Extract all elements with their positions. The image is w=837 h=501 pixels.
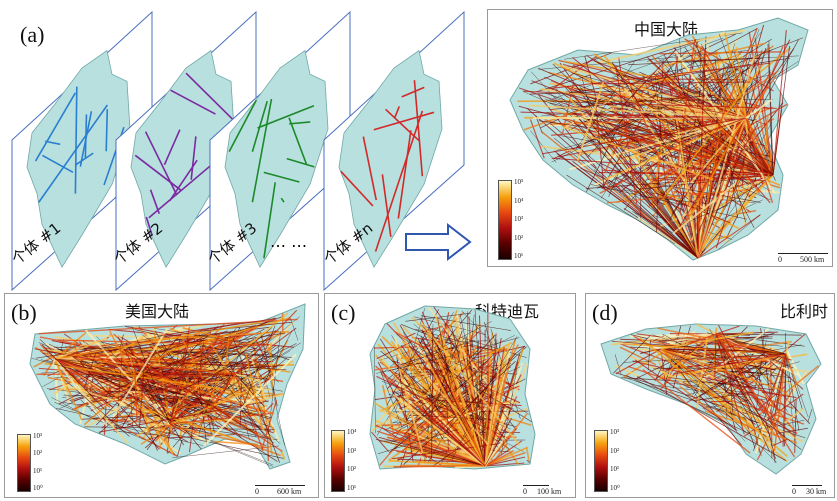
legend-tick: 10³ [610, 428, 620, 436]
ivory-coast-legend-bar [331, 430, 345, 492]
ivory-coast-scalebar: 0 100 km [523, 485, 562, 496]
china-map [509, 17, 809, 261]
individual-slices [11, 10, 465, 292]
legend-tick: 10¹ [610, 465, 620, 474]
belgium-map [600, 323, 822, 475]
legend-tick: 10² [610, 446, 620, 455]
belgium-title: 比利时 [780, 302, 829, 321]
usa-scalebar: 0 600 km [255, 476, 315, 496]
china-legend-ticks: 10⁵ 10⁴ 10³ 10² 10¹ [514, 178, 523, 260]
belgium-scalebar: 0 30 km [792, 485, 827, 496]
legend-tick: 10¹ [33, 466, 43, 475]
belgium-legend-bar [594, 430, 608, 492]
china-legend-bar [498, 180, 512, 260]
ivory-coast-map [369, 305, 536, 470]
china-scalebar: 0 500 km [778, 244, 830, 264]
panel-c-label: (c) [331, 300, 356, 325]
legend-tick: 10³ [347, 446, 357, 455]
legend-tick: 10³ [514, 215, 524, 223]
legend-tick: 10⁰ [610, 483, 620, 492]
usa-legend-ticks: 10³ 10² 10¹ 10⁰ [33, 432, 43, 492]
china-title: 中国大陆 [634, 20, 699, 39]
panel-b-label: (b) [11, 300, 37, 325]
belgium-legend-ticks: 10³ 10² 10¹ 10⁰ [610, 428, 620, 492]
panel-d-label: (d) [592, 300, 618, 325]
legend-tick: 10⁵ [514, 178, 524, 186]
usa-map [29, 303, 306, 470]
usa-title: 美国大陆 [125, 302, 190, 321]
panel-belgium: (d) 比利时 10³ 10² 10¹ 10⁰ 0 30 km [585, 293, 835, 498]
legend-tick: 10² [33, 449, 43, 458]
legend-tick: 10⁴ [347, 428, 357, 436]
panel-china: 中国大陆 10⁵ 10⁴ 10³ 10² 10¹ 0 500 km [487, 9, 833, 267]
slice-ellipsis: … … [270, 232, 308, 251]
right-arrow-icon [405, 222, 472, 262]
legend-tick: 10⁰ [33, 483, 43, 492]
usa-legend-bar [17, 434, 31, 492]
legend-tick: 10² [514, 233, 524, 242]
legend-tick: 10³ [33, 432, 43, 440]
panel-ivory-coast: (c) 科特迪瓦 10⁴ 10³ 10² 10¹ 0 100 km [324, 293, 576, 498]
ivory-coast-legend-ticks: 10⁴ 10³ 10² 10¹ [347, 428, 356, 492]
legend-tick: 10¹ [347, 483, 357, 492]
panel-usa: (b) 美国大陆 10³ 10² 10¹ 10⁰ 0 600 km [4, 293, 319, 498]
legend-tick: 10² [347, 465, 357, 474]
legend-tick: 10⁴ [514, 196, 524, 205]
legend-tick: 10¹ [514, 252, 524, 260]
panel-a-label: (a) [20, 22, 45, 47]
